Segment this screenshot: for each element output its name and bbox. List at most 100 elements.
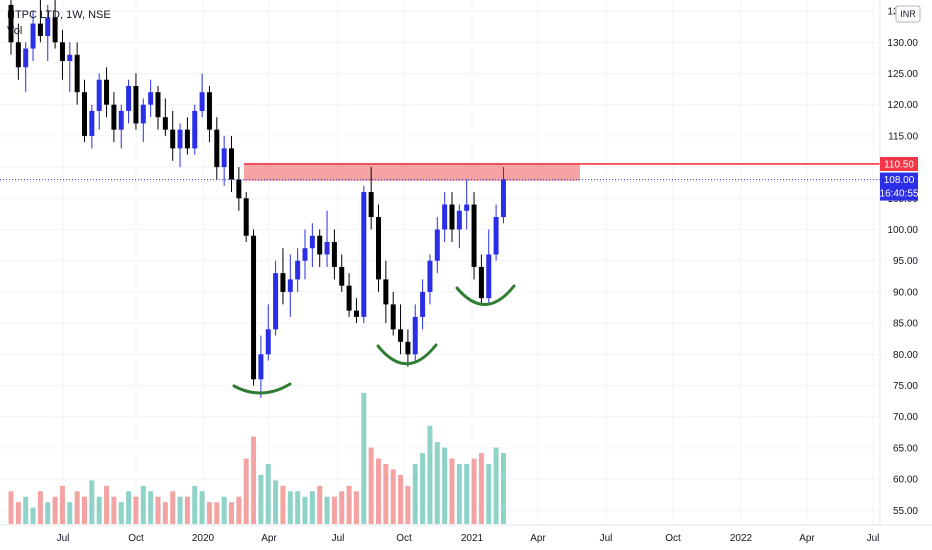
currency-button[interactable]: INR <box>895 5 921 23</box>
candle[interactable] <box>140 98 146 143</box>
candle-body <box>302 248 308 261</box>
candle[interactable] <box>449 192 455 242</box>
candle[interactable] <box>420 279 426 330</box>
volume-bar <box>148 491 154 524</box>
candle[interactable] <box>493 204 499 261</box>
candle[interactable] <box>133 73 139 130</box>
candle[interactable] <box>361 185 367 324</box>
bar-countdown-text: 16:40:55 <box>880 189 919 200</box>
candle[interactable] <box>67 42 73 93</box>
candle-body <box>170 129 176 149</box>
candle[interactable] <box>89 104 95 149</box>
candle[interactable] <box>309 223 315 267</box>
volume-bar <box>368 447 374 524</box>
y-tick-label: 60.00 <box>893 475 918 486</box>
candle-body <box>346 285 352 311</box>
candle[interactable] <box>214 117 220 180</box>
candle-body <box>456 210 462 230</box>
candle[interactable] <box>104 67 110 118</box>
candle[interactable] <box>74 42 80 105</box>
candle[interactable] <box>111 92 117 143</box>
candle[interactable] <box>376 204 381 292</box>
candle[interactable] <box>258 335 264 398</box>
time-axis[interactable]: Jul Oct 2020 Apr Jul Oct 2021 Apr Jul Oct 2022 Apr J… <box>57 533 880 544</box>
volume-label: Vol <box>7 25 22 37</box>
candle[interactable] <box>45 4 51 62</box>
candle[interactable] <box>82 79 87 143</box>
x-tick-label: Oct <box>665 533 681 544</box>
candle[interactable] <box>280 248 286 305</box>
candle-body <box>295 260 301 280</box>
volume-bar <box>177 496 183 524</box>
candle[interactable] <box>251 229 257 386</box>
candle-body <box>45 17 51 37</box>
candle[interactable] <box>331 229 337 280</box>
candle[interactable] <box>339 254 345 292</box>
candle[interactable] <box>302 229 308 280</box>
volume-bar <box>184 496 190 524</box>
candle[interactable] <box>170 110 176 161</box>
volume-bar <box>324 496 330 524</box>
candle[interactable] <box>434 217 440 274</box>
candle[interactable] <box>243 192 249 242</box>
candle[interactable] <box>273 260 279 336</box>
candles[interactable] <box>8 0 506 398</box>
resistance-zone <box>244 163 580 181</box>
y-tick-label: 100.00 <box>887 225 918 236</box>
candle[interactable] <box>486 229 492 305</box>
candle[interactable] <box>221 135 227 186</box>
candle[interactable] <box>8 0 14 55</box>
volume-bar <box>464 463 470 524</box>
candle[interactable] <box>346 273 352 317</box>
candle[interactable] <box>184 117 190 155</box>
candle[interactable] <box>412 304 418 361</box>
candle[interactable] <box>206 85 212 143</box>
candle[interactable] <box>287 254 293 317</box>
candle[interactable] <box>442 192 448 242</box>
candle[interactable] <box>199 73 205 118</box>
candle[interactable] <box>383 260 389 324</box>
candle[interactable] <box>59 29 65 80</box>
candle[interactable] <box>177 123 183 168</box>
candle[interactable] <box>471 192 477 280</box>
candle-body <box>434 229 440 261</box>
candle[interactable] <box>405 329 411 367</box>
candle-body <box>155 92 161 118</box>
candle[interactable] <box>478 254 484 305</box>
candle[interactable] <box>96 73 102 130</box>
candle[interactable] <box>162 98 168 136</box>
candle[interactable] <box>368 167 374 230</box>
candle[interactable] <box>155 85 161 130</box>
candle[interactable] <box>37 0 43 43</box>
candle[interactable] <box>148 79 154 118</box>
candle[interactable] <box>118 104 124 149</box>
candle[interactable] <box>353 298 359 324</box>
candle[interactable] <box>295 248 301 292</box>
last-price-badge: 108.00 16:40:55 <box>880 172 919 201</box>
candle-body <box>148 92 154 105</box>
candle[interactable] <box>30 11 36 62</box>
candle[interactable] <box>500 167 506 224</box>
candle-body <box>317 235 323 255</box>
currency-label: INR <box>900 9 916 19</box>
candle[interactable] <box>390 291 396 336</box>
candle[interactable] <box>15 23 21 80</box>
candle[interactable] <box>52 0 58 49</box>
volume-bar <box>486 463 492 524</box>
candle[interactable] <box>324 210 330 267</box>
candle[interactable] <box>427 254 433 305</box>
candle-body <box>140 104 146 124</box>
candle[interactable] <box>265 304 271 361</box>
candle[interactable] <box>192 104 198 155</box>
candle[interactable] <box>456 204 462 249</box>
candle[interactable] <box>23 42 29 93</box>
resistance-price-text: 110.50 <box>884 159 914 170</box>
candle[interactable] <box>317 229 323 267</box>
candle[interactable] <box>236 167 242 211</box>
candle[interactable] <box>398 304 404 355</box>
candle[interactable] <box>464 179 470 230</box>
candle[interactable] <box>229 135 234 193</box>
candle[interactable] <box>126 79 132 124</box>
candle-body <box>82 92 87 136</box>
